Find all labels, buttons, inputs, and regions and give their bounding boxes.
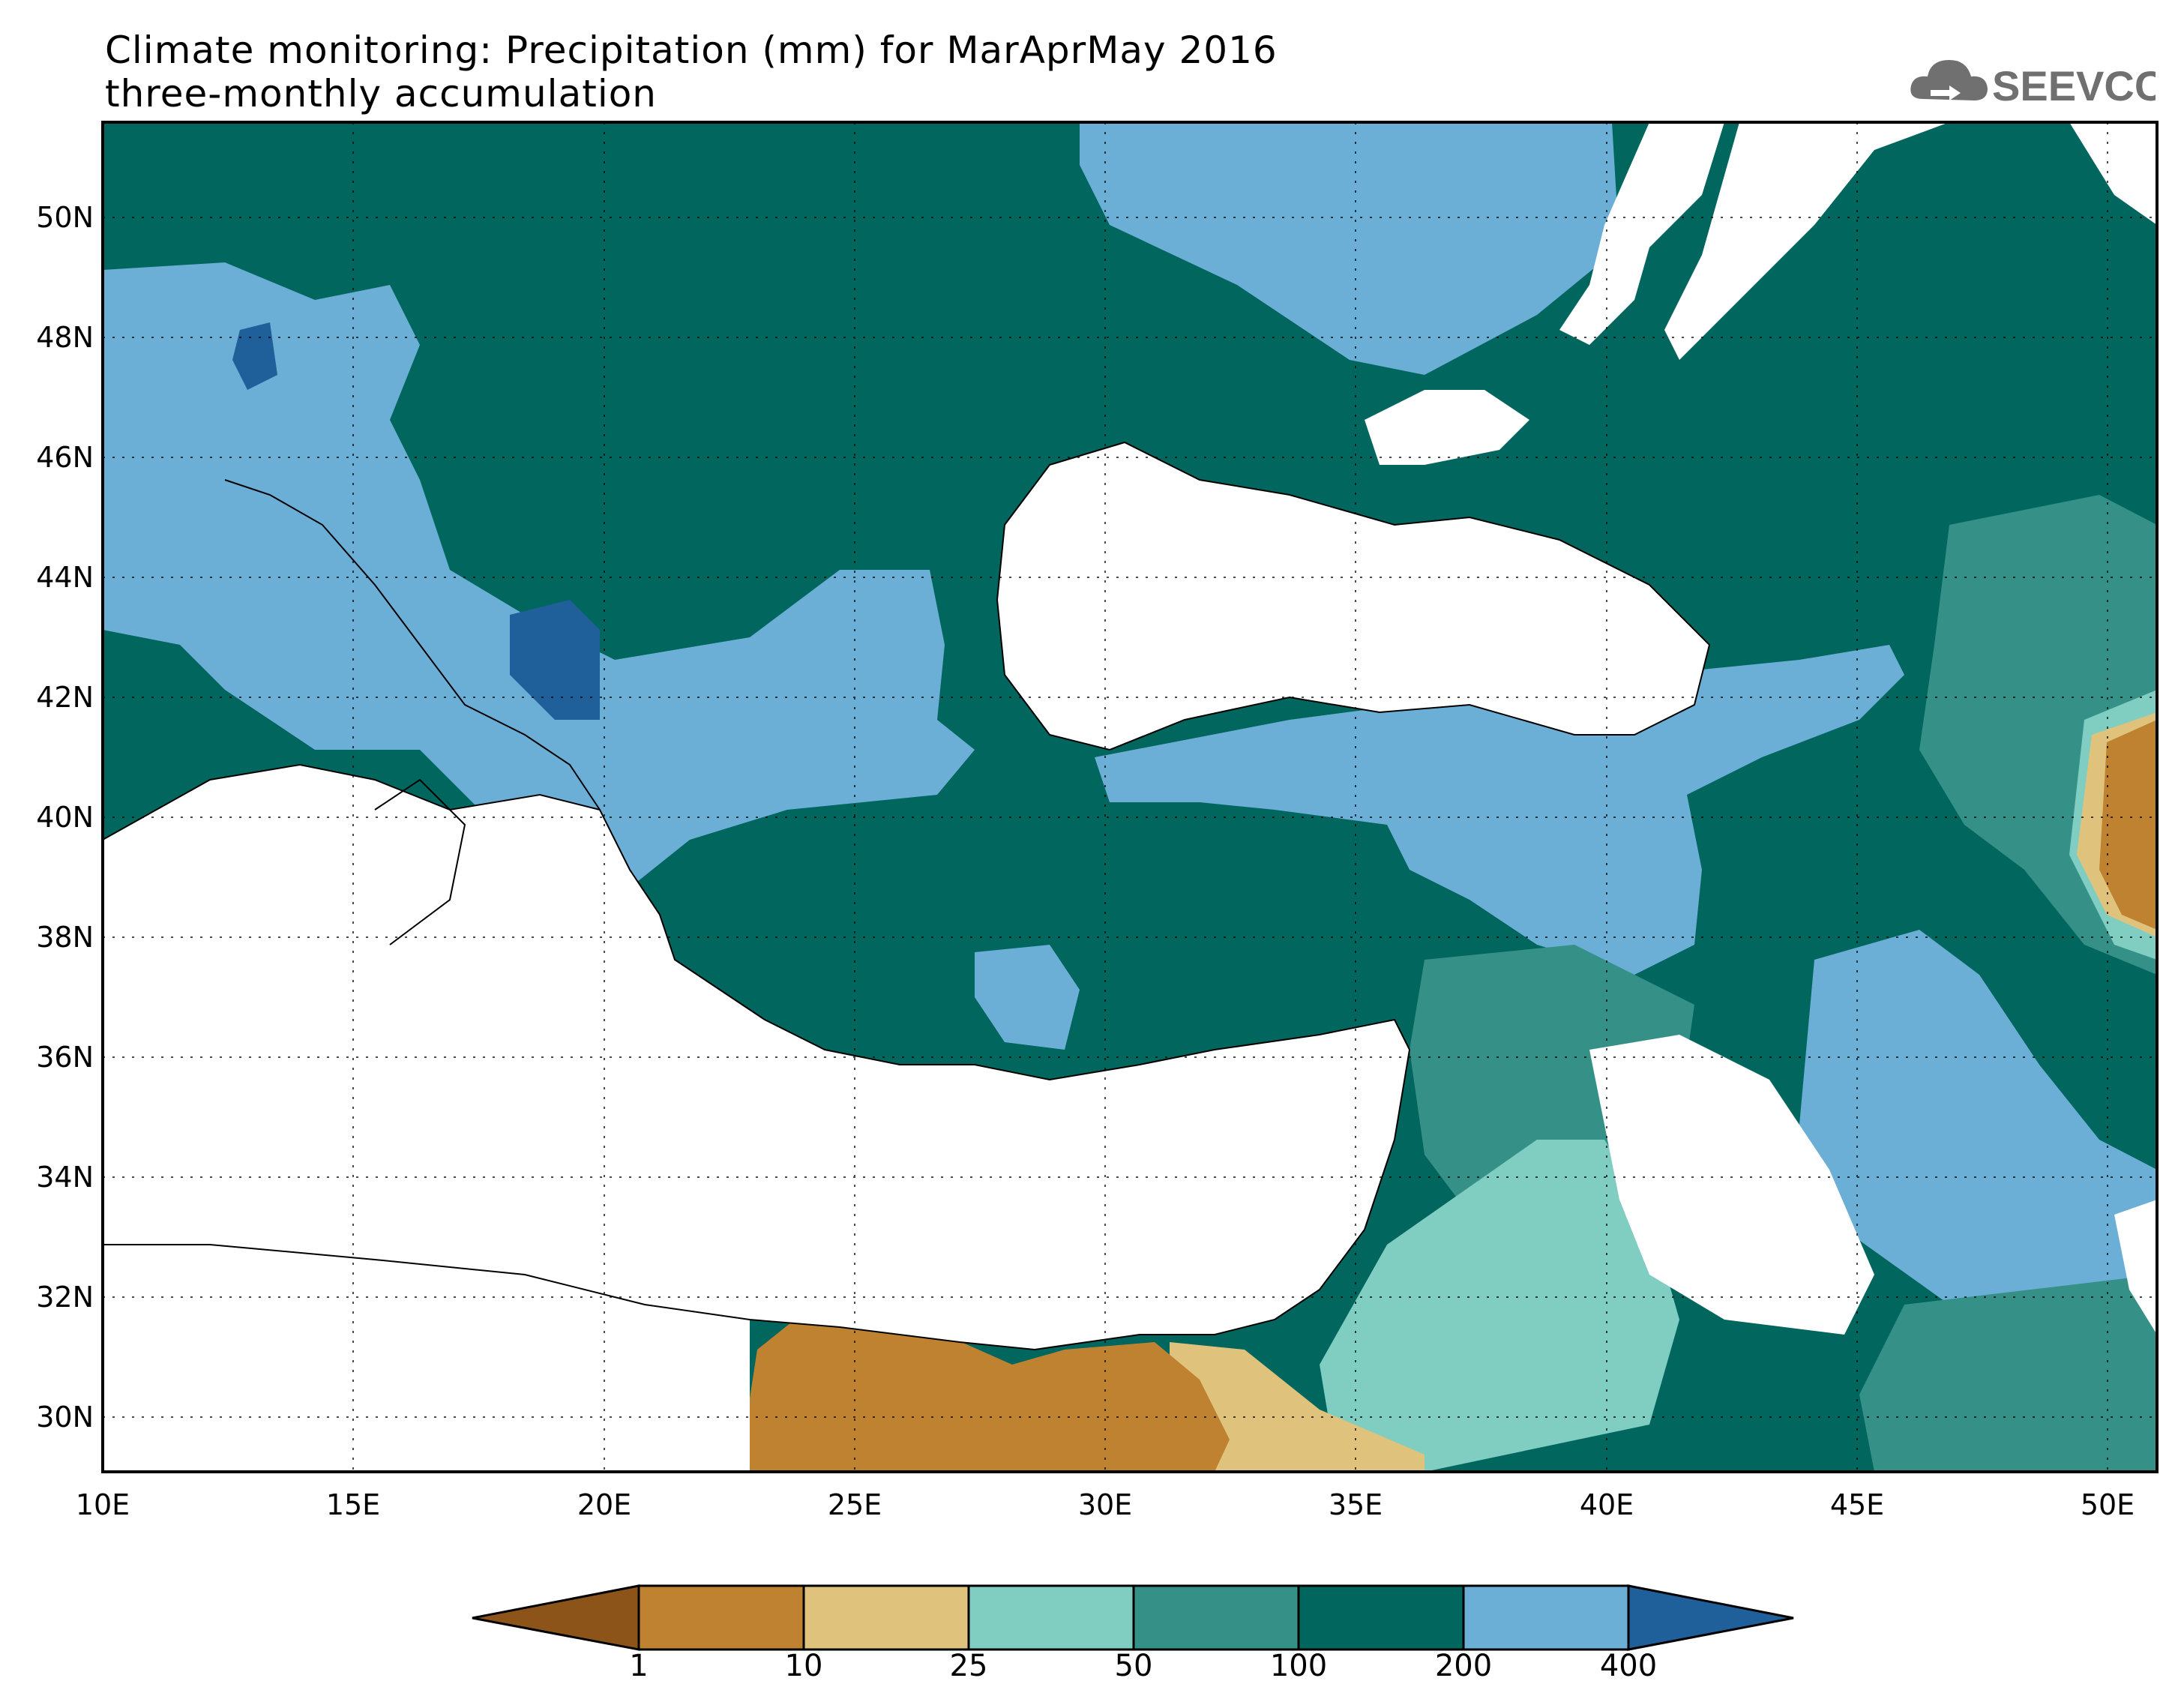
colorbar-segment [472,1584,640,1651]
cloud-icon [1910,60,1988,100]
x-tick-label: 15E [326,1488,380,1521]
colorbar-segment [1462,1584,1630,1651]
colorbar-label: 400 [1600,1649,1657,1683]
y-tick-label: 36N [36,1041,94,1074]
x-tick-label: 20E [577,1488,631,1521]
colorbar-segment [637,1584,805,1651]
y-tick-label: 40N [36,801,94,834]
x-tick-label: 40E [1580,1488,1634,1521]
precipitation-map [103,122,2157,1472]
colorbar-segment [802,1584,970,1651]
colorbar-label: 1 [629,1649,648,1683]
y-tick-label: 46N [36,441,94,474]
y-tick-label: 30N [36,1401,94,1434]
map-subtitle: three-monthly accumulation [105,72,657,115]
colorbar-segment [1297,1584,1465,1651]
colorbar-label: 100 [1270,1649,1327,1683]
colorbar-segment [967,1584,1135,1651]
colorbar-label: 25 [950,1649,988,1683]
x-axis: 10E 15E 20E 25E 30E 35E 40E 45E 50E [76,1488,2135,1521]
x-tick-label: 25E [828,1488,882,1521]
colorbar-labels: 1 10 25 50 100 200 400 [629,1649,1657,1683]
x-tick-label: 35E [1329,1488,1383,1521]
colorbar-label: 200 [1435,1649,1492,1683]
seevccc-logo: SEEVCCC [1910,60,2156,109]
colorbar-label: 50 [1115,1649,1153,1683]
x-tick-label: 10E [76,1488,130,1521]
y-tick-label: 32N [36,1281,94,1314]
map-border [101,121,2159,1473]
colorbar-segment [1627,1584,1794,1651]
y-tick-label: 44N [36,561,94,594]
y-tick-label: 34N [36,1161,94,1194]
x-tick-label: 50E [2081,1488,2135,1521]
logo-text: SEEVCCC [1992,62,2156,109]
map-title: Climate monitoring: Precipitation (mm) f… [105,28,1278,72]
x-tick-label: 30E [1078,1488,1132,1521]
coastlines [103,441,1711,1351]
y-tick-label: 42N [36,681,94,714]
y-axis: 30N 32N 34N 36N 38N 40N 42N 44N 46N 48N … [36,201,94,1434]
y-tick-label: 38N [36,921,94,954]
colorbar-label: 10 [785,1649,823,1683]
x-tick-label: 45E [1830,1488,1884,1521]
y-tick-label: 50N [36,201,94,234]
gridlines [103,122,2157,1472]
y-tick-label: 48N [36,321,94,354]
colorbar-segment [1132,1584,1300,1651]
colorbar [472,1584,1794,1651]
